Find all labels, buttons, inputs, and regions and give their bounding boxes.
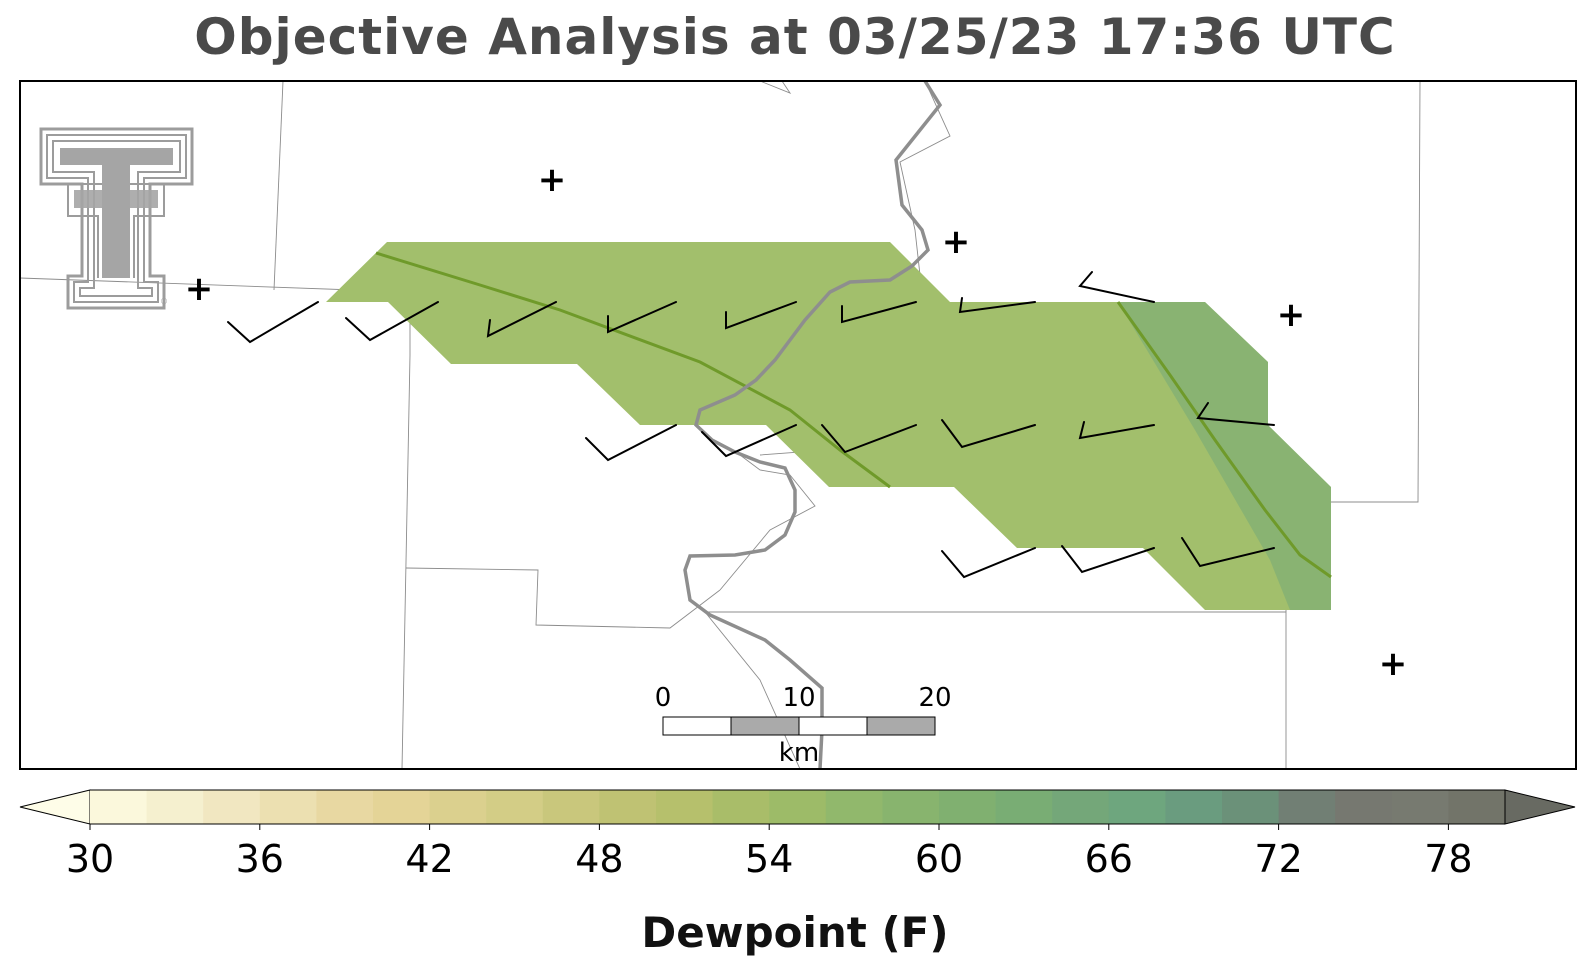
scale-tick-label: 10	[782, 683, 815, 713]
colorbar-over-arrow	[1504, 789, 1576, 825]
colorbar-cell	[203, 790, 261, 824]
colorbar-cell	[373, 790, 431, 824]
colorbar-cell	[656, 790, 714, 824]
scale-bar: 0 10 20 km	[655, 683, 952, 768]
dewpoint-shading	[326, 242, 1331, 610]
colorbar-cell	[1108, 790, 1166, 824]
wind-barb	[585, 424, 677, 462]
colorbar-cell	[90, 790, 148, 824]
map-frame	[19, 80, 1577, 770]
colorbar-cell	[1335, 790, 1393, 824]
wind-barb	[1078, 421, 1155, 440]
texas-tech-double-t-logo: ®	[39, 127, 194, 310]
scale-tick-label: 0	[655, 683, 672, 713]
colorbar: 30 36 42 48 54 60 66 72 78	[19, 789, 1576, 881]
wind-barb	[941, 419, 1036, 449]
dewpoint-contours	[375, 251, 1332, 579]
colorbar-cell	[882, 790, 940, 824]
station-marker: +	[942, 222, 971, 262]
colorbar-tick-label: 42	[405, 837, 453, 881]
colorbar-cell	[1391, 790, 1449, 824]
wind-barb	[227, 301, 319, 344]
wind-barb	[701, 424, 797, 458]
colorbar-under-arrow	[19, 789, 91, 825]
colorbar-cell	[939, 790, 997, 824]
wind-barb	[486, 301, 557, 338]
colorbar-tick-label: 60	[915, 837, 963, 881]
page-title: Objective Analysis at 03/25/23 17:36 UTC	[194, 8, 1396, 66]
colorbar-tick-label: 54	[745, 837, 793, 881]
scale-unit-label: km	[779, 738, 819, 768]
colorbar-cell	[542, 790, 600, 824]
colorbar-cell	[1165, 790, 1223, 824]
station-marker: +	[1277, 295, 1306, 335]
colorbar-cell	[429, 790, 487, 824]
colorbar-tick-label: 66	[1085, 837, 1133, 881]
colorbar-cell	[1278, 790, 1336, 824]
station-marker: +	[185, 269, 214, 309]
colorbar-cell	[769, 790, 827, 824]
station-marker: +	[1379, 644, 1408, 684]
colorbar-cell	[146, 790, 204, 824]
colorbar-cell	[259, 790, 317, 824]
colorbar-cell	[995, 790, 1053, 824]
wind-barb	[607, 301, 677, 334]
colorbar-cell	[486, 790, 544, 824]
colorbar-label: Dewpoint (F)	[641, 908, 949, 957]
colorbar-cell	[1222, 790, 1280, 824]
svg-text:®: ®	[160, 297, 168, 306]
wind-barb	[1061, 545, 1155, 574]
station-marker: +	[538, 160, 567, 200]
colorbar-tick-label: 48	[575, 837, 623, 881]
wind-barb	[725, 301, 797, 330]
river-line	[683, 81, 943, 769]
colorbar-tick-label: 78	[1424, 837, 1472, 881]
colorbar-tick-label: 36	[236, 837, 284, 881]
colorbar-cell	[712, 790, 770, 824]
colorbar-tick-label: 72	[1254, 837, 1302, 881]
colorbar-cell	[599, 790, 657, 824]
wind-barb	[1181, 537, 1275, 568]
station-markers: + + + + +	[185, 160, 1408, 684]
wind-barb	[841, 301, 917, 324]
wind-barb	[941, 547, 1036, 579]
wind-barb	[345, 301, 439, 342]
wind-barb	[958, 297, 1036, 314]
colorbar-cell	[1052, 790, 1110, 824]
colorbar-cell	[316, 790, 374, 824]
wind-barb	[821, 424, 917, 454]
colorbar-cell	[825, 790, 883, 824]
wind-barbs	[227, 271, 1275, 579]
colorbar-cell	[1448, 790, 1506, 824]
scale-tick-label: 20	[918, 683, 951, 713]
colorbar-tick-label: 30	[66, 837, 114, 881]
wind-barb	[1078, 271, 1155, 303]
wind-barb	[1196, 402, 1275, 426]
